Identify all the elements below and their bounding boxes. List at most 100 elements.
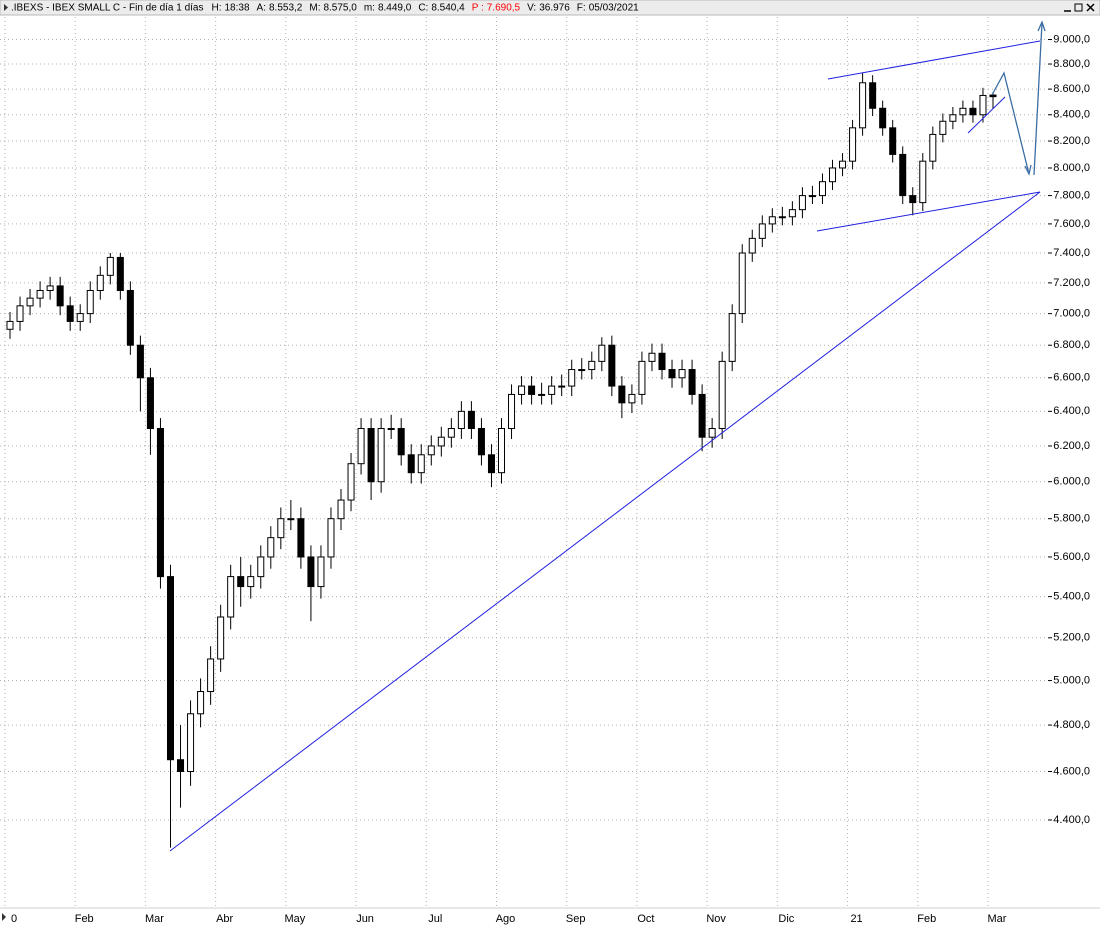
candle-body — [568, 369, 576, 387]
candle-body — [327, 518, 335, 558]
y-tick-label: 4.800,0 — [1053, 719, 1090, 731]
y-tick-label: 8.400,0 — [1053, 109, 1090, 121]
x-tick-label: Abr — [216, 913, 233, 925]
y-tick-label: 7.400,0 — [1053, 247, 1090, 259]
candle-body — [477, 428, 485, 456]
x-tick-label: Mar — [988, 913, 1007, 925]
candle-body — [437, 436, 445, 447]
candle-body — [337, 499, 345, 520]
x-tick-label: Feb — [75, 913, 94, 925]
field-value: 8.553,2 — [269, 3, 303, 14]
candle-body — [969, 107, 977, 116]
y-tick-label: 8.800,0 — [1053, 58, 1090, 70]
close-button[interactable] — [1086, 3, 1095, 12]
field-value: 18:38 — [225, 3, 250, 14]
candle-body — [668, 369, 676, 379]
candle-body — [217, 616, 225, 660]
candle-body — [457, 410, 465, 430]
candle-body — [56, 285, 64, 307]
candle-body — [678, 369, 686, 379]
y-tick-label: 7.200,0 — [1053, 277, 1090, 289]
candle-body — [738, 252, 746, 315]
field-label: H: — [212, 3, 222, 14]
y-tick-label: 7.000,0 — [1053, 308, 1090, 320]
field-label: V: — [527, 3, 536, 14]
candle-body — [116, 256, 124, 291]
maximize-button[interactable] — [1074, 3, 1083, 12]
candle-body — [317, 556, 325, 588]
candle-body — [798, 195, 806, 211]
candle-body — [658, 352, 666, 371]
projection-arrow — [1033, 22, 1043, 176]
candle-body — [758, 223, 766, 239]
candle-body — [598, 344, 606, 362]
y-tick-label: 5.600,0 — [1053, 551, 1090, 563]
candle-body — [919, 160, 927, 204]
y-tick-label: 9.000,0 — [1053, 33, 1090, 45]
field-value: 7.690,5 — [487, 3, 521, 14]
field-label: A: — [257, 3, 266, 14]
field-value: 36.976 — [539, 3, 570, 14]
field-label: P : — [472, 3, 484, 14]
candle-body — [277, 518, 285, 539]
candle-body — [618, 385, 626, 404]
scroll-icon[interactable] — [2, 913, 6, 921]
candle-body — [788, 209, 796, 218]
x-tick-label: 0 — [11, 913, 17, 925]
x-tick-label: Jul — [428, 913, 442, 925]
candle-body — [247, 576, 255, 588]
candle-body — [187, 713, 195, 772]
candle-body — [528, 385, 536, 395]
candle-body — [728, 313, 736, 362]
y-tick-label: 8.600,0 — [1053, 83, 1090, 95]
candle-body — [66, 305, 74, 322]
candle-body — [909, 195, 917, 204]
y-tick-label: 6.200,0 — [1053, 440, 1090, 452]
x-tick-label: Sep — [566, 913, 586, 925]
field-value: 05/03/2021 — [589, 3, 639, 14]
window-buttons[interactable] — [1064, 3, 1095, 12]
candle-body — [548, 385, 556, 395]
candle-body — [307, 556, 315, 588]
candle-body — [718, 360, 726, 430]
candle-body — [417, 454, 425, 474]
x-tick-label: Nov — [706, 913, 726, 925]
x-tick-label: Feb — [917, 913, 936, 925]
x-tick-label: Jun — [356, 913, 374, 925]
candle-body — [96, 274, 104, 291]
header-bar — [0, 0, 1100, 16]
candle-body — [708, 428, 716, 438]
candle-body — [106, 256, 114, 276]
candle-body — [177, 759, 185, 772]
candle-body — [46, 285, 54, 291]
field-label: F: — [577, 3, 586, 14]
header-icon — [4, 4, 8, 11]
candle-body — [287, 518, 295, 521]
candle-body — [859, 82, 867, 129]
candle-body — [367, 428, 375, 483]
candle-body — [778, 216, 786, 219]
candle-body — [16, 305, 24, 322]
candle-body — [688, 369, 696, 395]
x-tick-label: Dic — [778, 913, 794, 925]
field-value: 8.540,4 — [431, 3, 465, 14]
candle-body — [387, 428, 395, 431]
candle-body — [829, 167, 837, 183]
candle-body — [879, 107, 887, 129]
candle-body — [588, 360, 596, 371]
candle-body — [447, 428, 455, 438]
y-tick-label: 6.400,0 — [1053, 405, 1090, 417]
candle-body — [979, 94, 987, 116]
drawings — [169, 20, 1046, 852]
x-tick-label: Ago — [496, 913, 516, 925]
candle-body — [397, 428, 405, 456]
x-tick-label: 21 — [850, 913, 862, 925]
channel-lower — [816, 191, 1041, 232]
field-label: M: — [309, 3, 320, 14]
x-tick-label: Mar — [145, 913, 164, 925]
trend-line — [169, 191, 1041, 852]
y-tick-label: 6.000,0 — [1053, 476, 1090, 488]
candle-body — [357, 428, 365, 465]
arrow-head — [1037, 20, 1046, 32]
